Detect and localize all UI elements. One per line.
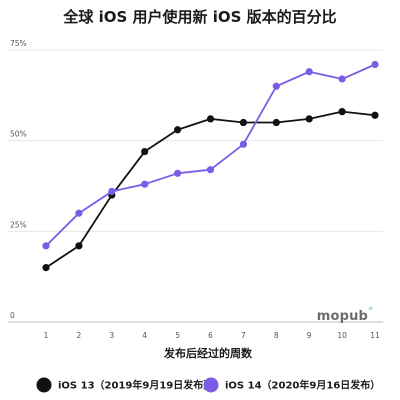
legend: iOS 13（2019年9月19日发布） iOS 14（2020年9月16日发布） (36, 377, 380, 393)
x-tick-label: 3 (109, 331, 114, 340)
y-tick-label: 0 (10, 311, 15, 320)
series-2-point (75, 209, 83, 217)
legend-marker (203, 377, 219, 393)
series-1-point (305, 115, 313, 123)
series-1-point (371, 111, 379, 119)
series-1-point (75, 242, 83, 250)
x-tick-label: 2 (77, 331, 82, 340)
series-2-point (42, 242, 50, 250)
series-2 (42, 60, 379, 250)
series-2-point (272, 82, 280, 90)
series-2-point (338, 75, 346, 83)
series-1-point (239, 118, 247, 127)
series-1-point (206, 115, 215, 123)
grid-lines (8, 49, 383, 323)
legend-item-2: iOS 14（2020年9月16日发布） (203, 377, 380, 393)
series-2-point (371, 60, 379, 69)
x-tick-label: 5 (175, 331, 180, 340)
x-tick-labels: 1 2 3 4 5 6 7 8 9 10 11 (44, 331, 380, 340)
series-line-2 (45, 63, 376, 247)
x-tick-label: 7 (241, 331, 246, 340)
x-tick-label: 9 (307, 331, 312, 340)
watermark-mark: ° (368, 306, 373, 317)
legend-label: iOS 14（2020年9月16日发布） (225, 379, 380, 392)
x-tick-label: 10 (337, 331, 347, 340)
series-line-1 (45, 110, 376, 269)
series-2-point (141, 180, 149, 188)
y-tick-labels: 0 25% 50% 75% (10, 39, 27, 320)
y-tick-label: 25% (10, 220, 27, 229)
x-tick-label: 1 (44, 331, 49, 340)
series-2-point (174, 169, 182, 177)
series-1-point (174, 126, 182, 134)
chart-title: 全球 iOS 用户使用新 iOS 版本的百分比 (62, 8, 336, 26)
x-tick-label: 4 (142, 331, 147, 340)
legend-marker (36, 377, 52, 393)
watermark-text: mopub (317, 309, 368, 324)
legend-label: iOS 13（2019年9月19日发布） (58, 379, 213, 392)
series-1-point (272, 118, 280, 127)
legend-item-1: iOS 13（2019年9月19日发布） (36, 377, 213, 393)
watermark-logo: mopub° (317, 306, 374, 324)
x-tick-label: 6 (208, 331, 213, 340)
series-layer (42, 60, 379, 272)
series-1-point (141, 147, 149, 156)
series-2-point (206, 166, 215, 174)
series-2-point (305, 68, 313, 76)
x-tick-label: 8 (274, 331, 279, 340)
series-2-point (108, 187, 116, 196)
y-tick-label: 75% (10, 39, 27, 48)
series-1 (42, 108, 379, 272)
series-1-point (338, 108, 346, 116)
series-2-point (239, 140, 247, 148)
x-tick-label: 11 (370, 331, 380, 340)
y-tick-label: 50% (10, 130, 27, 139)
series-1-point (42, 264, 50, 272)
x-axis-label: 发布后经过的周数 (163, 346, 253, 360)
